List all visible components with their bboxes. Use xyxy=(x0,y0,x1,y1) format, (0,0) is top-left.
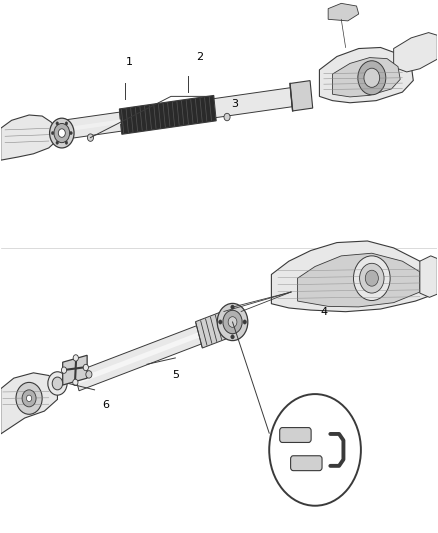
Polygon shape xyxy=(328,3,359,21)
Polygon shape xyxy=(290,80,313,111)
Polygon shape xyxy=(319,47,413,103)
Polygon shape xyxy=(1,115,57,160)
Text: 6: 6 xyxy=(102,400,109,410)
Circle shape xyxy=(217,303,248,341)
Text: 4: 4 xyxy=(320,306,327,317)
FancyBboxPatch shape xyxy=(290,456,322,471)
Circle shape xyxy=(269,394,361,506)
Circle shape xyxy=(16,382,42,414)
Circle shape xyxy=(48,372,67,395)
Polygon shape xyxy=(420,256,437,297)
Polygon shape xyxy=(74,314,232,391)
Circle shape xyxy=(86,370,92,378)
Circle shape xyxy=(52,377,63,390)
Circle shape xyxy=(22,390,36,407)
Polygon shape xyxy=(1,373,57,434)
Circle shape xyxy=(51,132,54,135)
Polygon shape xyxy=(332,58,400,97)
Circle shape xyxy=(365,270,378,286)
Circle shape xyxy=(360,263,384,293)
Circle shape xyxy=(73,379,78,385)
Text: 5: 5 xyxy=(172,370,179,381)
Circle shape xyxy=(228,317,237,327)
Polygon shape xyxy=(214,88,292,118)
Polygon shape xyxy=(297,253,420,307)
Circle shape xyxy=(231,335,234,339)
Circle shape xyxy=(353,256,390,301)
Circle shape xyxy=(56,122,59,125)
Circle shape xyxy=(58,129,65,138)
Polygon shape xyxy=(394,33,437,72)
Circle shape xyxy=(358,61,386,95)
Polygon shape xyxy=(272,241,437,312)
Circle shape xyxy=(61,367,67,373)
FancyBboxPatch shape xyxy=(280,427,311,442)
Text: 1: 1 xyxy=(126,57,133,67)
Polygon shape xyxy=(120,95,216,134)
Circle shape xyxy=(26,395,32,401)
Circle shape xyxy=(243,320,247,324)
Polygon shape xyxy=(62,119,121,132)
Circle shape xyxy=(224,114,230,121)
Circle shape xyxy=(223,310,242,334)
Circle shape xyxy=(364,68,380,87)
Circle shape xyxy=(83,365,88,370)
Circle shape xyxy=(88,134,94,141)
Circle shape xyxy=(65,141,68,144)
Circle shape xyxy=(73,355,78,361)
Text: 2: 2 xyxy=(196,52,203,61)
Polygon shape xyxy=(76,321,230,384)
Circle shape xyxy=(231,305,234,309)
Text: 3: 3 xyxy=(231,99,238,109)
Circle shape xyxy=(219,320,222,324)
Circle shape xyxy=(65,122,68,125)
Polygon shape xyxy=(61,112,121,140)
Circle shape xyxy=(56,141,59,144)
Circle shape xyxy=(49,118,74,148)
Circle shape xyxy=(70,132,72,135)
Polygon shape xyxy=(63,356,87,385)
Circle shape xyxy=(54,124,70,143)
Polygon shape xyxy=(195,312,227,348)
